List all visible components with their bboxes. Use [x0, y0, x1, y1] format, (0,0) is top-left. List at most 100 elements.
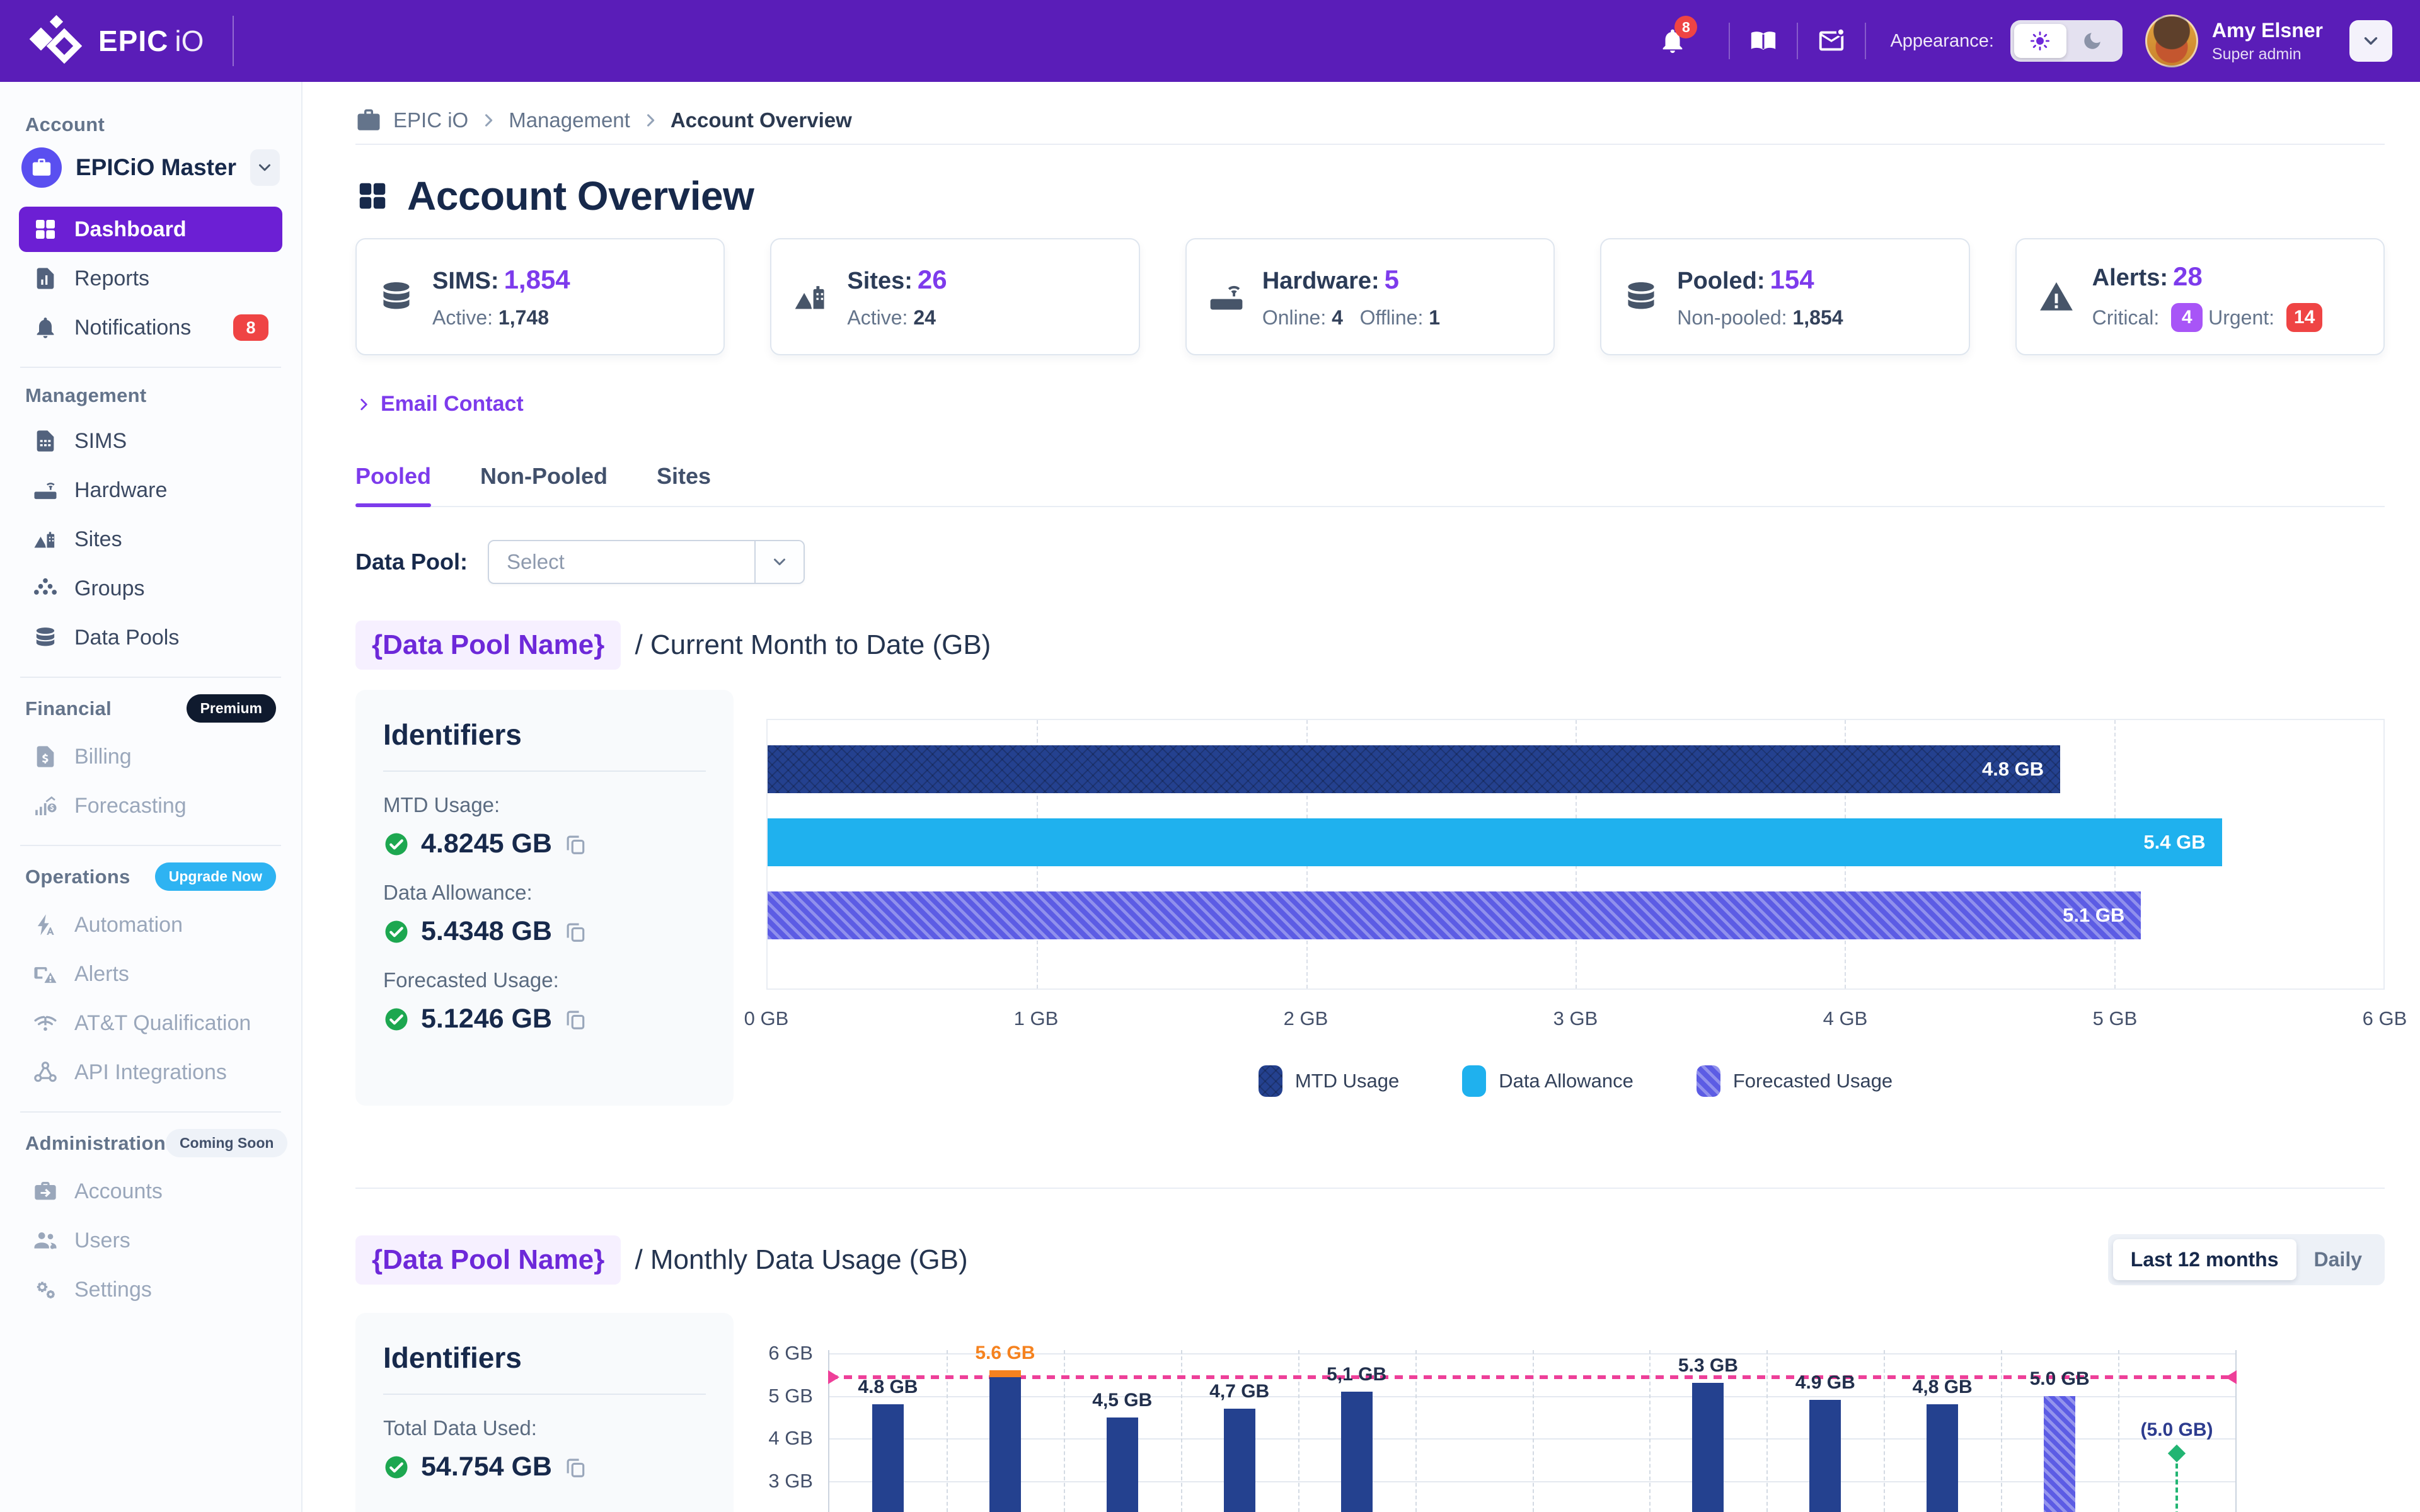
- axis-tick-label: 3 GB: [1553, 1007, 1598, 1029]
- reference-arrow-right: [2225, 1370, 2237, 1385]
- warning-icon: [2038, 278, 2075, 315]
- sidebar-item-api-integrations[interactable]: API Integrations: [19, 1050, 282, 1095]
- sidebar-item-hardware[interactable]: Hardware: [19, 467, 282, 513]
- sidebar-section-header: Financial Premium: [25, 694, 276, 723]
- alertcard-icon: [33, 961, 58, 987]
- stat-card-sub-text: Critical:: [2092, 306, 2165, 329]
- sidebar-item-users[interactable]: Users: [19, 1218, 282, 1263]
- breadcrumb-root[interactable]: EPIC iO: [393, 108, 469, 132]
- monthly-section-heading: {Data Pool Name} / Monthly Data Usage (G…: [355, 1234, 2385, 1285]
- breadcrumb-section[interactable]: Management: [509, 108, 630, 132]
- gridline: [1532, 1350, 1534, 1512]
- stat-card-main: Pooled: 154: [1677, 265, 1843, 295]
- bar-data-allowance: 5.4 GB: [768, 818, 2222, 866]
- email-contact-link[interactable]: Email Contact: [355, 392, 524, 416]
- bar-value-label: 4.8 GB: [858, 1377, 918, 1398]
- check-circle-icon: [383, 831, 410, 857]
- data-pool-label: Data Pool:: [355, 549, 468, 575]
- sidebar-item-settings[interactable]: Settings: [19, 1267, 282, 1312]
- groups-icon: [33, 576, 58, 601]
- dark-mode-moon-icon[interactable]: [2066, 24, 2119, 58]
- axis-tick-label: 6 GB: [768, 1342, 813, 1364]
- mtd-chart-plot: 4.8 GB 5.4 GB 5.1 GB: [766, 719, 2385, 990]
- brand-light: iO: [175, 25, 204, 57]
- sidebar-item-label: Reports: [74, 266, 150, 290]
- sidebar-item-notifications[interactable]: Notifications 8: [19, 305, 282, 350]
- account-selector[interactable]: EPICiO Master: [21, 147, 280, 188]
- sidebar-item-at-t-qualification[interactable]: AT&T Qualification: [19, 1000, 282, 1046]
- range-button-daily[interactable]: Daily: [2313, 1248, 2362, 1271]
- identifier-value: 5.4348 GB: [421, 916, 552, 946]
- sidebar-item-sites[interactable]: Sites: [19, 517, 282, 562]
- user-avatar[interactable]: [2145, 14, 2198, 67]
- legend-item: MTD Usage: [1258, 1065, 1399, 1097]
- report-icon: [33, 266, 58, 291]
- sidebar-section-badge[interactable]: Upgrade Now: [154, 862, 276, 891]
- axis-tick-label: 4 GB: [768, 1427, 813, 1450]
- stat-card-sub-text: Active:: [847, 306, 914, 329]
- email-contact-label: Email Contact: [381, 392, 524, 416]
- sidebar-item-dashboard[interactable]: Dashboard: [19, 207, 282, 252]
- stat-card-sub-text: Offline:: [1342, 306, 1429, 329]
- stat-card-sub-text: Non-pooled:: [1677, 306, 1793, 329]
- identifier-label: Total Data Used:: [383, 1416, 537, 1440]
- bar-value-label: 5.4 GB: [2143, 831, 2206, 853]
- legend-swatch: [1696, 1065, 1720, 1097]
- sidebar-item-label: Dashboard: [74, 217, 187, 241]
- mtd-usage-chart: 4.8 GB 5.4 GB 5.1 GB 0 GB 1 GB 2 GB 3 GB 4 GB 5…: [744, 719, 2407, 1106]
- sidebar-item-reports[interactable]: Reports: [19, 256, 282, 301]
- messages-mail-icon[interactable]: [1817, 26, 1846, 55]
- tab-non-pooled[interactable]: Non-Pooled: [480, 463, 608, 489]
- range-segmented-control: Last 12 months Daily: [2107, 1234, 2385, 1285]
- tab-sites[interactable]: Sites: [657, 463, 712, 489]
- stat-cards-row: SIMS: 1,854 Active: 1,748 Sites: 26 Active: 2…: [355, 238, 2385, 355]
- sidebar-section-label: Management: [25, 384, 147, 406]
- wifi-icon: [33, 1011, 58, 1036]
- annotation-dashed-line: [2175, 1463, 2179, 1512]
- identifier-row: Data Allowance: 5.4348 GB: [383, 881, 706, 947]
- data-pool-select[interactable]: Select: [488, 540, 805, 584]
- stat-card-sub-text: Online:: [1262, 306, 1332, 329]
- sidebar-item-billing[interactable]: Billing: [19, 734, 282, 779]
- sidebar-item-accounts[interactable]: Accounts: [19, 1169, 282, 1214]
- identifiers-panel-monthly: Identifiers Total Data Used: 54.754 GB: [355, 1313, 734, 1512]
- sidebar-item-data-pools[interactable]: Data Pools: [19, 615, 282, 660]
- main-content: EPIC iO Management Account Overview Acco…: [302, 82, 2420, 1512]
- identifiers-panel-mtd: Identifiers MTD Usage: 4.8245 GB Data Allo…: [355, 690, 734, 1106]
- sidebar-item-label: API Integrations: [74, 1060, 227, 1084]
- sidebar-section-label: Administration: [25, 1131, 166, 1154]
- sidebar-item-groups[interactable]: Groups: [19, 566, 282, 611]
- legend-label: Data Allowance: [1499, 1070, 1634, 1092]
- database-icon: [33, 625, 58, 650]
- copy-icon[interactable]: [563, 832, 587, 856]
- docs-book-icon[interactable]: [1749, 26, 1778, 55]
- notification-count-badge: 8: [233, 314, 268, 341]
- site-icon: [33, 527, 58, 552]
- stat-card-main: Alerts: 28: [2092, 261, 2323, 292]
- stat-card-value: 5: [1384, 264, 1400, 294]
- copy-icon[interactable]: [563, 1007, 587, 1031]
- identifier-value: 54.754 GB: [421, 1452, 552, 1482]
- billing-icon: [33, 744, 58, 769]
- account-name: EPICiO Master: [76, 154, 236, 180]
- identifier-value-row: 5.4348 GB: [383, 916, 706, 947]
- sidebar-item-forecasting[interactable]: Forecasting: [19, 783, 282, 828]
- gridline: [1063, 1350, 1065, 1512]
- axis-tick-label: 3 GB: [768, 1470, 813, 1492]
- account-chevron-button[interactable]: [250, 149, 280, 186]
- appearance-toggle[interactable]: [2010, 20, 2123, 62]
- sidebar-item-label: AT&T Qualification: [74, 1011, 251, 1035]
- light-mode-sun-icon[interactable]: [2014, 24, 2066, 58]
- range-button-last-12-months[interactable]: Last 12 months: [2112, 1239, 2296, 1280]
- sidebar-item-alerts[interactable]: Alerts: [19, 951, 282, 997]
- tab-pooled[interactable]: Pooled: [355, 463, 432, 507]
- copy-icon[interactable]: [563, 1455, 587, 1479]
- data-pool-select-value[interactable]: Select: [507, 550, 565, 573]
- sidebar-divider: [20, 1111, 281, 1113]
- monthly-row: Identifiers Total Data Used: 54.754 GB 6 …: [355, 1313, 2385, 1512]
- sidebar-item-sims[interactable]: SIMS: [19, 418, 282, 464]
- sidebar-item-automation[interactable]: Automation: [19, 902, 282, 948]
- data-pool-select-dropdown-button[interactable]: [754, 541, 804, 583]
- copy-icon[interactable]: [563, 920, 587, 944]
- user-menu-button[interactable]: [2349, 20, 2392, 62]
